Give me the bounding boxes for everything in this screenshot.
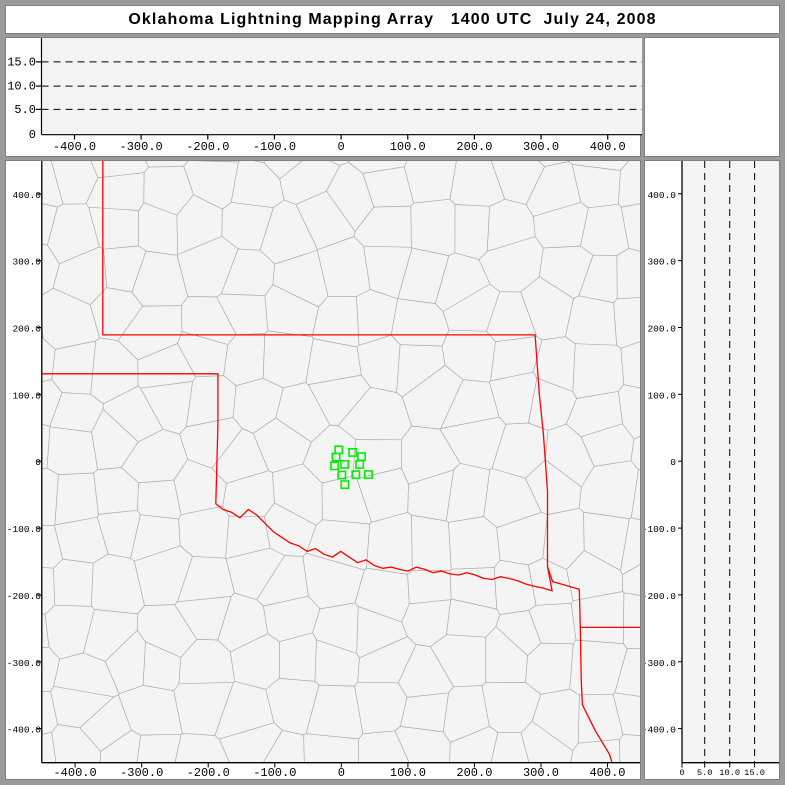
svg-text:200.0: 200.0 <box>647 324 676 335</box>
svg-text:15.0: 15.0 <box>744 768 765 778</box>
svg-text:400.0: 400.0 <box>647 190 676 201</box>
svg-text:300.0: 300.0 <box>12 257 41 268</box>
svg-text:-100.0: -100.0 <box>253 766 296 780</box>
svg-text:-400.0: -400.0 <box>53 766 96 780</box>
svg-text:200.0: 200.0 <box>456 766 492 780</box>
svg-text:-100.0: -100.0 <box>253 140 296 154</box>
svg-text:15.0: 15.0 <box>7 56 36 70</box>
svg-text:-400.0: -400.0 <box>7 725 42 736</box>
svg-text:-100.0: -100.0 <box>645 524 676 535</box>
svg-text:-200.0: -200.0 <box>7 591 42 602</box>
svg-text:400.0: 400.0 <box>590 140 626 154</box>
svg-text:-400.0: -400.0 <box>53 140 96 154</box>
svg-text:0: 0 <box>679 768 684 778</box>
svg-text:100.0: 100.0 <box>12 390 41 401</box>
svg-text:10.0: 10.0 <box>7 80 36 94</box>
svg-text:0: 0 <box>338 766 345 780</box>
svg-text:300.0: 300.0 <box>523 140 559 154</box>
svg-text:300.0: 300.0 <box>523 766 559 780</box>
svg-text:0: 0 <box>29 128 36 142</box>
svg-text:200.0: 200.0 <box>12 324 41 335</box>
svg-text:100.0: 100.0 <box>647 390 676 401</box>
svg-text:-100.0: -100.0 <box>7 524 42 535</box>
svg-text:400.0: 400.0 <box>589 766 625 780</box>
svg-text:0: 0 <box>337 140 344 154</box>
svg-text:400.0: 400.0 <box>12 190 41 201</box>
svg-text:-200.0: -200.0 <box>186 140 229 154</box>
svg-text:-300.0: -300.0 <box>645 658 676 669</box>
svg-text:100.0: 100.0 <box>390 766 426 780</box>
svg-text:-400.0: -400.0 <box>645 725 676 736</box>
svg-text:0: 0 <box>670 457 676 468</box>
svg-text:0: 0 <box>35 457 41 468</box>
svg-text:300.0: 300.0 <box>647 257 676 268</box>
svg-text:-300.0: -300.0 <box>7 658 42 669</box>
svg-text:100.0: 100.0 <box>390 140 426 154</box>
svg-text:-300.0: -300.0 <box>120 766 163 780</box>
svg-text:5.0: 5.0 <box>697 768 713 778</box>
svg-text:10.0: 10.0 <box>719 768 740 778</box>
svg-text:200.0: 200.0 <box>456 140 492 154</box>
svg-text:5.0: 5.0 <box>14 103 36 117</box>
svg-text:-200.0: -200.0 <box>645 591 676 602</box>
svg-text:-300.0: -300.0 <box>120 140 163 154</box>
svg-text:-200.0: -200.0 <box>187 766 230 780</box>
